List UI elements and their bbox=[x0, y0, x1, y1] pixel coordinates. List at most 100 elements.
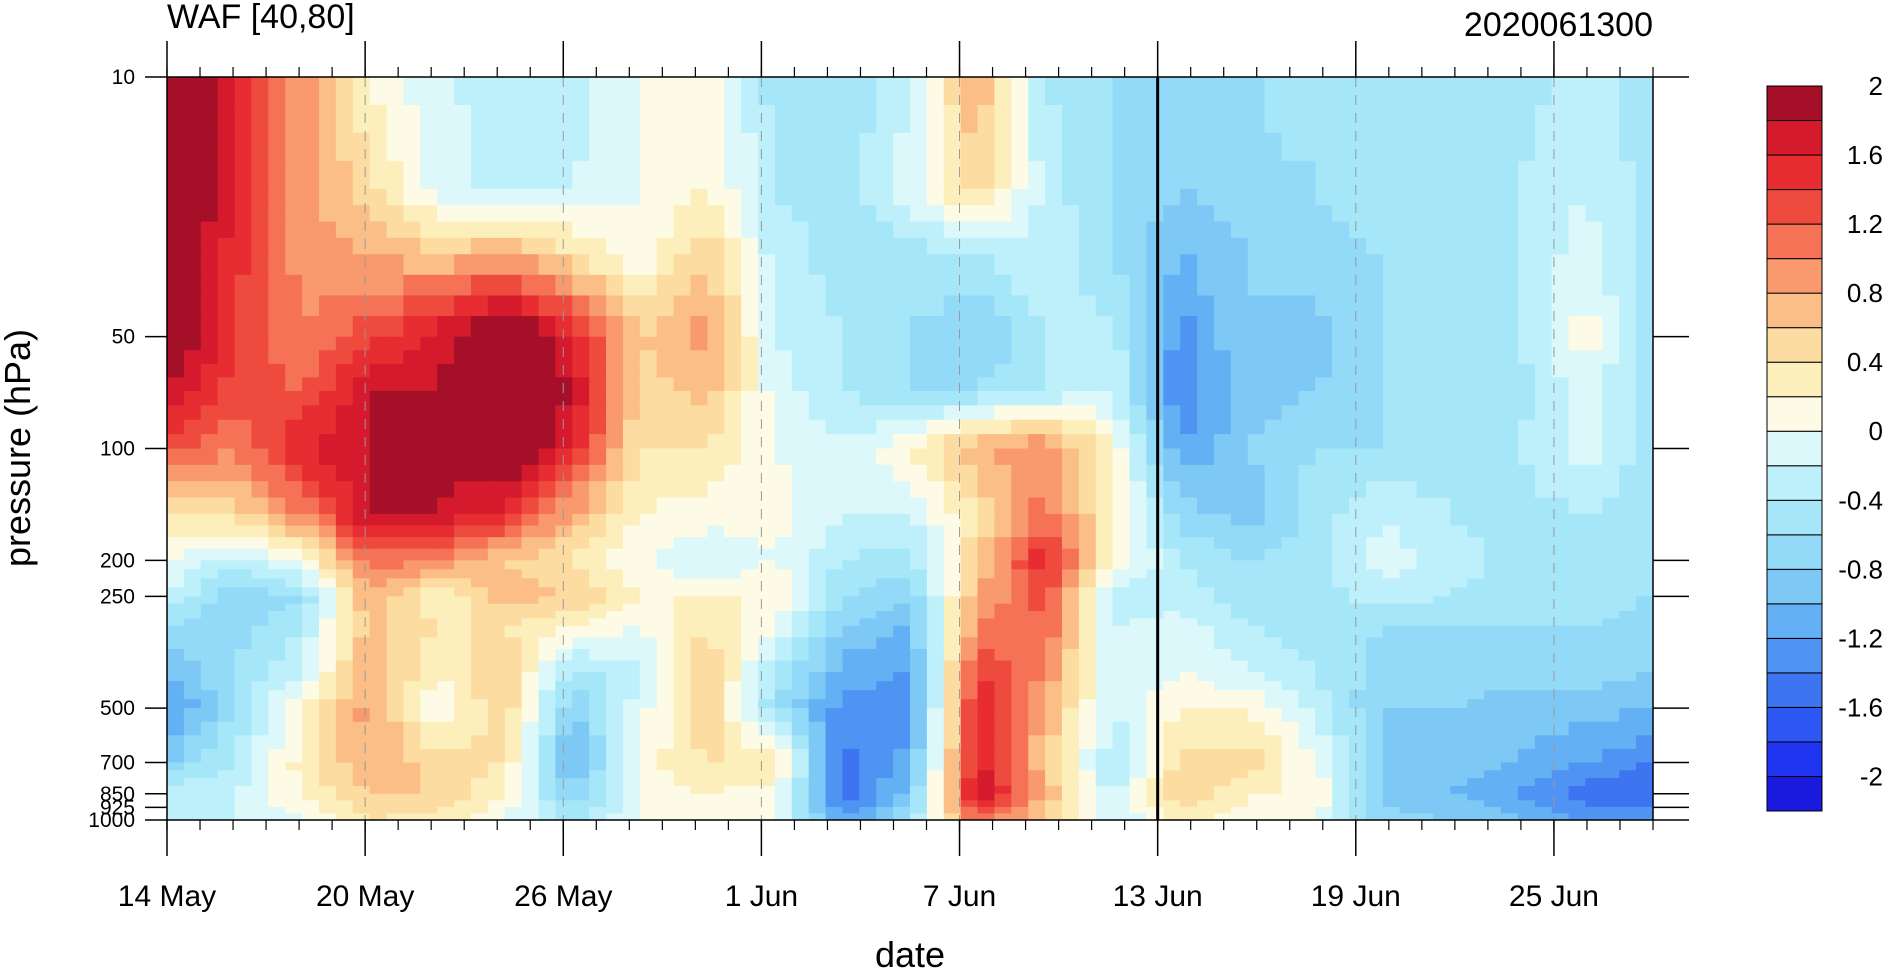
heatmap-cell bbox=[1146, 596, 1164, 605]
heatmap-cell bbox=[1568, 419, 1587, 435]
heatmap-cell bbox=[842, 513, 860, 527]
heatmap-cell bbox=[977, 578, 996, 588]
heatmap-cell bbox=[673, 464, 692, 482]
heatmap-cell bbox=[217, 77, 236, 106]
heatmap-cell bbox=[470, 434, 489, 450]
heatmap-cell bbox=[234, 748, 253, 764]
heatmap-cell bbox=[1230, 548, 1249, 561]
heatmap-cell bbox=[1197, 537, 1215, 550]
heatmap-cell bbox=[1349, 560, 1367, 570]
heatmap-cell bbox=[1399, 569, 1418, 579]
heatmap-cell bbox=[639, 735, 658, 750]
heatmap-cell bbox=[1467, 618, 1485, 627]
heatmap-cell bbox=[217, 625, 236, 638]
heatmap-cell bbox=[437, 434, 455, 450]
heatmap-cell bbox=[656, 254, 675, 276]
heatmap-cell bbox=[1433, 569, 1451, 579]
heatmap-cell bbox=[487, 316, 506, 338]
heatmap-cell bbox=[859, 721, 877, 736]
heatmap-cell bbox=[1467, 569, 1485, 579]
heatmap-cell bbox=[707, 569, 725, 579]
heatmap-cell bbox=[960, 800, 979, 808]
heatmap-cell bbox=[251, 690, 269, 700]
heatmap-cell bbox=[454, 762, 472, 771]
heatmap-cell bbox=[1619, 419, 1637, 435]
heatmap-cell bbox=[200, 596, 219, 605]
heatmap-cell bbox=[369, 721, 388, 736]
heatmap-cell bbox=[977, 806, 996, 815]
heatmap-cell bbox=[893, 363, 911, 378]
heatmap-cell bbox=[538, 237, 556, 255]
heatmap-cell bbox=[1450, 748, 1468, 764]
heatmap-cell bbox=[1197, 618, 1215, 627]
heatmap-cell bbox=[1602, 350, 1620, 365]
heatmap-cell bbox=[1180, 690, 1198, 700]
heatmap-cell bbox=[352, 721, 371, 736]
heatmap-cell bbox=[1281, 464, 1299, 482]
heatmap-cell bbox=[758, 762, 776, 771]
heatmap-cell bbox=[437, 560, 455, 570]
heatmap-cell bbox=[994, 464, 1012, 482]
heatmap-cell bbox=[1011, 648, 1029, 662]
heatmap-cell bbox=[707, 481, 725, 499]
heatmap-cell bbox=[1078, 611, 1097, 619]
heatmap-cell bbox=[1247, 497, 1266, 515]
heatmap-cell bbox=[1568, 660, 1587, 673]
heatmap-cell bbox=[335, 497, 354, 515]
heatmap-cell bbox=[1636, 681, 1653, 691]
heatmap-cell bbox=[842, 336, 860, 351]
heatmap-cell bbox=[1129, 603, 1148, 612]
heatmap-cell bbox=[437, 637, 455, 650]
heatmap-cell bbox=[622, 481, 641, 499]
heatmap-cell bbox=[1416, 104, 1435, 134]
heatmap-cell bbox=[1382, 708, 1401, 723]
heatmap-cell bbox=[926, 603, 945, 612]
heatmap-cell bbox=[335, 596, 354, 605]
heatmap-cell bbox=[1247, 274, 1266, 297]
heatmap-cell bbox=[943, 708, 962, 723]
heatmap-cell bbox=[487, 77, 506, 106]
heatmap-cell bbox=[606, 537, 624, 550]
heatmap-cell bbox=[994, 274, 1012, 297]
heatmap-cell bbox=[774, 618, 793, 627]
heatmap-cell bbox=[1585, 237, 1603, 255]
heatmap-cell bbox=[302, 708, 320, 723]
heatmap-cell bbox=[758, 672, 776, 682]
heatmap-cell bbox=[1568, 336, 1587, 351]
heatmap-cell bbox=[943, 762, 962, 771]
heatmap-cell bbox=[1349, 660, 1367, 673]
heatmap-cell bbox=[1349, 770, 1367, 779]
heatmap-cell bbox=[1467, 637, 1485, 650]
heatmap-cell bbox=[724, 419, 742, 435]
heatmap-cell bbox=[1011, 625, 1029, 638]
heatmap-cell bbox=[673, 188, 692, 206]
heatmap-cell bbox=[1011, 405, 1029, 421]
heatmap-cell bbox=[555, 205, 573, 223]
heatmap-cell bbox=[1129, 699, 1148, 709]
heatmap-cell bbox=[943, 660, 962, 673]
heatmap-cell bbox=[656, 350, 675, 365]
heatmap-cell bbox=[825, 548, 844, 561]
heatmap-cell bbox=[1281, 316, 1299, 338]
heatmap-cell bbox=[318, 793, 337, 801]
heatmap-cell bbox=[572, 448, 590, 466]
heatmap-cell bbox=[420, 537, 438, 550]
heatmap-cell bbox=[1501, 221, 1519, 239]
heatmap-cell bbox=[1450, 363, 1468, 378]
heatmap-cell bbox=[1061, 735, 1080, 750]
heatmap-cell bbox=[977, 748, 996, 764]
heatmap-cell bbox=[876, 618, 894, 627]
heatmap-cell bbox=[1365, 735, 1384, 750]
heatmap-cell bbox=[318, 560, 337, 570]
heatmap-cell bbox=[876, 735, 894, 750]
heatmap-cell bbox=[1095, 448, 1114, 466]
heatmap-cell bbox=[1382, 699, 1401, 709]
heatmap-cell bbox=[943, 721, 962, 736]
y-tick-label: 700 bbox=[100, 751, 135, 774]
heatmap-cell bbox=[1264, 578, 1283, 588]
heatmap-cell bbox=[1416, 377, 1435, 392]
heatmap-cell bbox=[1602, 672, 1620, 682]
heatmap-cell bbox=[1061, 448, 1080, 466]
heatmap-cell bbox=[1078, 762, 1097, 771]
heatmap-cell bbox=[167, 363, 185, 378]
